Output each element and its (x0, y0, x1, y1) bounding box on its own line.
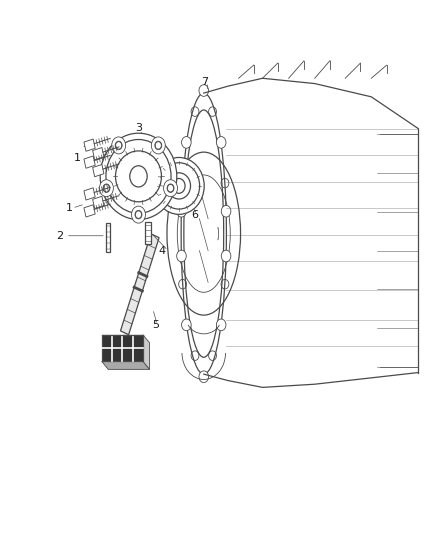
Ellipse shape (116, 151, 162, 202)
Circle shape (216, 136, 226, 148)
Ellipse shape (100, 133, 177, 220)
Circle shape (199, 371, 208, 383)
Text: 1: 1 (65, 203, 72, 213)
Polygon shape (93, 165, 104, 177)
Circle shape (163, 180, 177, 197)
Circle shape (221, 250, 231, 262)
Polygon shape (84, 156, 95, 168)
Circle shape (182, 319, 191, 330)
Polygon shape (84, 205, 95, 217)
Circle shape (103, 184, 110, 192)
Polygon shape (84, 188, 95, 200)
Circle shape (182, 136, 191, 148)
Ellipse shape (158, 163, 200, 209)
Text: 1: 1 (74, 153, 81, 163)
Text: 7: 7 (201, 77, 208, 87)
Bar (106, 223, 110, 252)
Polygon shape (143, 335, 150, 369)
Circle shape (199, 85, 208, 96)
Circle shape (135, 211, 142, 219)
Ellipse shape (106, 140, 171, 213)
Circle shape (131, 206, 145, 223)
Ellipse shape (167, 173, 191, 199)
Polygon shape (120, 234, 159, 335)
Polygon shape (84, 139, 95, 151)
Circle shape (177, 250, 186, 262)
Circle shape (99, 180, 113, 197)
Polygon shape (93, 196, 104, 208)
Text: 5: 5 (152, 320, 159, 330)
Circle shape (177, 205, 186, 217)
Polygon shape (93, 148, 104, 160)
Circle shape (221, 205, 231, 217)
Text: 2: 2 (57, 231, 64, 241)
Circle shape (152, 137, 165, 154)
Text: 6: 6 (191, 209, 198, 220)
Circle shape (115, 141, 122, 150)
FancyBboxPatch shape (102, 335, 143, 361)
Circle shape (216, 319, 226, 330)
Circle shape (112, 137, 126, 154)
Ellipse shape (154, 157, 204, 214)
Text: 4: 4 (159, 246, 166, 256)
Text: 3: 3 (135, 123, 142, 133)
Bar (145, 222, 151, 244)
Polygon shape (102, 361, 150, 369)
Circle shape (167, 184, 174, 192)
Circle shape (155, 141, 162, 150)
